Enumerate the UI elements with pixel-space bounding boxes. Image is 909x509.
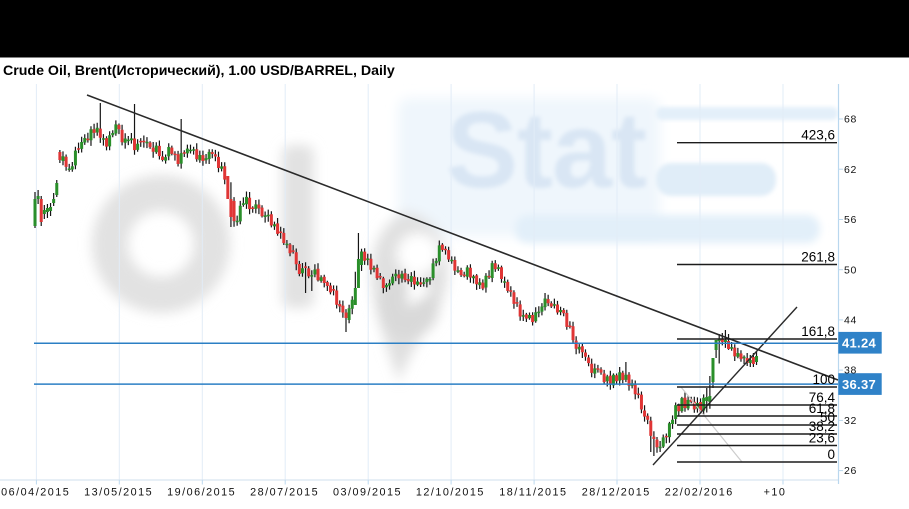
svg-text:13/05/2015: 13/05/2015 xyxy=(84,486,153,498)
svg-text:26: 26 xyxy=(844,465,857,477)
svg-text:36.37: 36.37 xyxy=(842,377,876,392)
svg-text:32: 32 xyxy=(844,415,857,427)
svg-text:76,4: 76,4 xyxy=(809,390,836,405)
svg-text:03/09/2015: 03/09/2015 xyxy=(333,486,402,498)
svg-text:28/07/2015: 28/07/2015 xyxy=(250,486,319,498)
svg-text:Crude Oil, Brent(Исторический): Crude Oil, Brent(Исторический), 1.00 USD… xyxy=(3,63,395,79)
svg-text:423,6: 423,6 xyxy=(801,128,835,143)
svg-text:56: 56 xyxy=(844,214,857,226)
svg-text:61,8: 61,8 xyxy=(809,401,835,416)
svg-text:161,8: 161,8 xyxy=(801,324,835,339)
svg-text:261,8: 261,8 xyxy=(801,249,835,264)
svg-text:12/10/2015: 12/10/2015 xyxy=(416,486,485,498)
svg-text:22/02/2016: 22/02/2016 xyxy=(665,486,734,498)
svg-text:100: 100 xyxy=(812,372,835,387)
svg-text:Stat: Stat xyxy=(446,89,646,210)
svg-text:18/11/2015: 18/11/2015 xyxy=(499,486,567,498)
svg-text:38: 38 xyxy=(844,365,857,377)
svg-text:06/04/2015: 06/04/2015 xyxy=(1,486,70,498)
svg-text:68: 68 xyxy=(844,114,857,126)
svg-text:44: 44 xyxy=(844,315,857,327)
svg-text:23,6: 23,6 xyxy=(809,430,835,445)
svg-text:28/12/2015: 28/12/2015 xyxy=(582,486,651,498)
svg-text:50: 50 xyxy=(844,264,857,276)
svg-text:+10: +10 xyxy=(764,486,787,498)
svg-text:19/06/2015: 19/06/2015 xyxy=(167,486,236,498)
svg-text:38,2: 38,2 xyxy=(809,419,835,434)
svg-text:0: 0 xyxy=(827,447,835,462)
svg-text:41.24: 41.24 xyxy=(842,335,877,350)
svg-text:62: 62 xyxy=(844,164,857,176)
svg-text:50: 50 xyxy=(820,410,835,425)
